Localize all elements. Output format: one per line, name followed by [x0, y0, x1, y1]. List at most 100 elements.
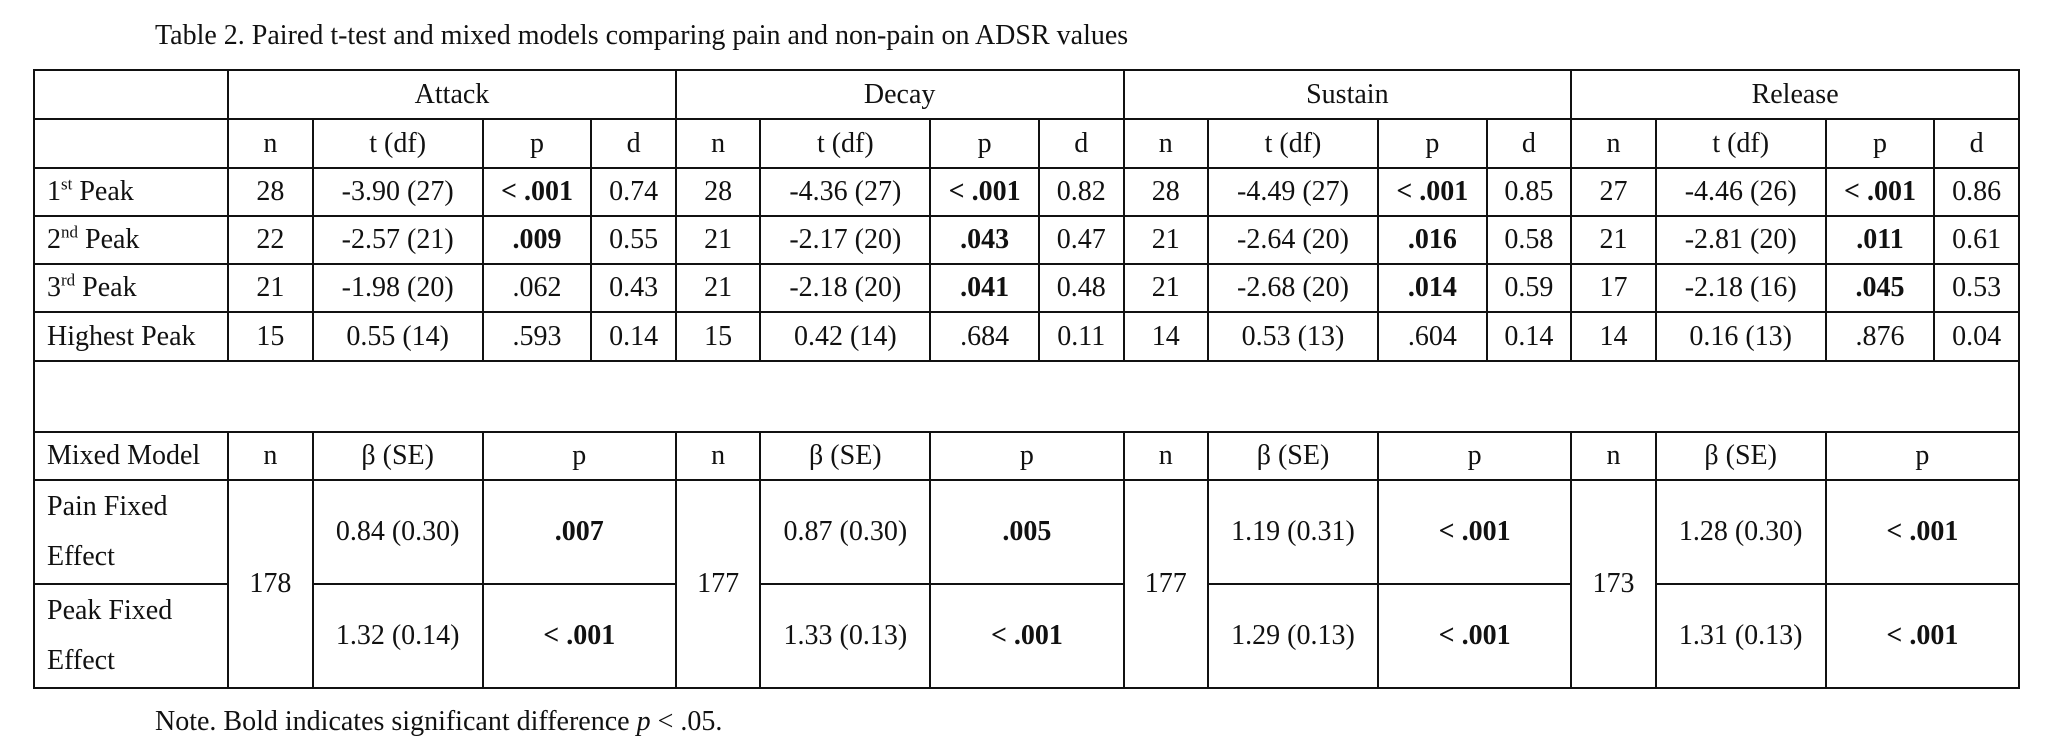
t-df-cell: -1.98 (20)	[311, 263, 484, 313]
t-df-cell: -2.17 (20)	[759, 215, 932, 265]
ttest-header-corner	[32, 118, 230, 169]
p-value-cell: .009	[481, 215, 593, 265]
mixed-header-row: Mixed Model n β (SE) p n β (SE) p n β (SE) p n β (S…	[32, 431, 2021, 481]
row-label: 3rd Peak	[32, 263, 230, 313]
mixed-p-cell: < .001	[1824, 479, 2021, 585]
t-df-cell: -4.49 (27)	[1206, 167, 1380, 217]
ttest-col-header: t (df)	[1654, 118, 1827, 169]
n-cell: 28	[1122, 167, 1209, 217]
effect-size-cell: 0.59	[1485, 263, 1573, 313]
row-label-text: 1	[47, 176, 61, 207]
note-p-symbol: p	[636, 706, 651, 737]
ttest-col-header: n	[1122, 118, 1209, 169]
effect-size-cell: 0.14	[590, 311, 677, 362]
n-cell: 15	[227, 311, 314, 362]
ttest-col-header: t (df)	[759, 118, 932, 169]
corner-cell	[32, 69, 230, 120]
p-value-cell: < .001	[929, 167, 1040, 217]
ttest-col-header: p	[1824, 118, 1936, 169]
t-df-cell: -2.64 (20)	[1206, 215, 1380, 265]
mixed-effect-row: Peak Fixed Effect 1.32 (0.14) < .001 1.33 (…	[32, 583, 2021, 689]
mixed-col-header: n	[1122, 431, 1209, 481]
ttest-col-header: d	[1933, 118, 2020, 169]
n-cell: 28	[674, 167, 762, 217]
p-value-cell: .876	[1824, 311, 1936, 362]
table-caption: Table 2. Paired t-test and mixed models …	[155, 20, 1129, 51]
ttest-col-header: d	[1485, 118, 1573, 169]
mixed-col-header: n	[227, 431, 314, 481]
row-label-suffix: Peak	[78, 224, 140, 255]
t-df-cell: -2.81 (20)	[1654, 215, 1827, 265]
table-note: Note. Bold indicates significant differe…	[155, 702, 722, 742]
effect-label: Peak Fixed Effect	[32, 583, 230, 689]
effect-size-cell: 0.43	[590, 263, 677, 313]
p-value-cell: < .001	[1377, 167, 1488, 217]
effect-size-cell: 0.82	[1037, 167, 1125, 217]
t-df-cell: 0.53 (13)	[1206, 311, 1380, 362]
p-value-cell: .045	[1824, 263, 1936, 313]
row-label-text: 3	[47, 272, 61, 303]
mixed-n-cell: 177	[674, 479, 762, 689]
ttest-col-header: n	[1570, 118, 1657, 169]
mixed-col-header: p	[929, 431, 1125, 481]
effect-size-cell: 0.58	[1485, 215, 1573, 265]
ttest-col-header: n	[674, 118, 762, 169]
table-row: 1st Peak 28 -3.90 (27) < .001 0.74 28 -4.36 (2…	[32, 167, 2020, 217]
spacer-cell	[33, 360, 2020, 433]
ttest-col-header: d	[590, 118, 677, 169]
n-cell: 21	[1122, 263, 1209, 313]
beta-se-cell: 0.84 (0.30)	[311, 479, 484, 585]
t-df-cell: 0.16 (13)	[1654, 311, 1827, 362]
effect-size-cell: 0.11	[1037, 311, 1125, 362]
ttest-col-header: t (df)	[1206, 118, 1380, 169]
ttest-col-header: p	[481, 118, 593, 169]
n-cell: 21	[674, 215, 762, 265]
mixed-p-cell: < .001	[1824, 583, 2021, 689]
p-value-cell: .062	[481, 263, 593, 313]
mixed-col-header: β (SE)	[311, 431, 484, 481]
row-label: 2nd Peak	[32, 215, 230, 265]
p-value-cell: .593	[481, 311, 593, 362]
ttest-col-header: t (df)	[311, 118, 484, 169]
mixed-p-cell: .005	[929, 479, 1125, 585]
group-header-decay: Decay	[674, 69, 1125, 120]
mixed-p-cell: < .001	[1377, 479, 1573, 585]
row-label-text: Highest Peak	[47, 320, 196, 352]
t-df-cell: -2.18 (16)	[1654, 263, 1827, 313]
mixed-n-cell: 173	[1570, 479, 1657, 689]
p-value-cell: .041	[929, 263, 1040, 313]
group-header-row: Attack Decay Sustain Release	[32, 69, 2020, 120]
mixed-col-header: p	[1377, 431, 1573, 481]
p-value-cell: .684	[929, 311, 1040, 362]
n-cell: 21	[1570, 215, 1657, 265]
n-cell: 15	[674, 311, 762, 362]
effect-size-cell: 0.48	[1037, 263, 1125, 313]
n-cell: 21	[674, 263, 762, 313]
beta-se-cell: 1.31 (0.13)	[1654, 583, 1827, 689]
ttest-col-header: n	[227, 118, 314, 169]
row-label-suffix: Peak	[75, 272, 137, 303]
ttest-col-header: p	[929, 118, 1040, 169]
n-cell: 21	[227, 263, 314, 313]
p-value-cell: .011	[1824, 215, 1936, 265]
mixed-col-header: β (SE)	[759, 431, 932, 481]
mixed-p-cell: < .001	[929, 583, 1125, 689]
effect-size-cell: 0.61	[1933, 215, 2020, 265]
beta-se-cell: 0.87 (0.30)	[759, 479, 932, 585]
n-cell: 27	[1570, 167, 1657, 217]
effect-size-cell: 0.53	[1933, 263, 2020, 313]
row-label: Highest Peak	[32, 311, 230, 362]
ordinal-suffix: st	[61, 174, 73, 194]
note-prefix: Note. Bold indicates significant differe…	[155, 706, 637, 737]
t-df-cell: 0.55 (14)	[311, 311, 484, 362]
spacer-row	[33, 360, 2020, 433]
mixed-n-cell: 177	[1122, 479, 1209, 689]
n-cell: 22	[227, 215, 314, 265]
p-value-cell: .604	[1377, 311, 1488, 362]
t-df-cell: -4.36 (27)	[759, 167, 932, 217]
mixed-col-header: β (SE)	[1654, 431, 1827, 481]
effect-label: Pain Fixed Effect	[32, 479, 230, 585]
table-row: 2nd Peak 22 -2.57 (21) .009 0.55 21 -2.17 (20)…	[32, 215, 2020, 265]
beta-se-cell: 1.28 (0.30)	[1654, 479, 1827, 585]
